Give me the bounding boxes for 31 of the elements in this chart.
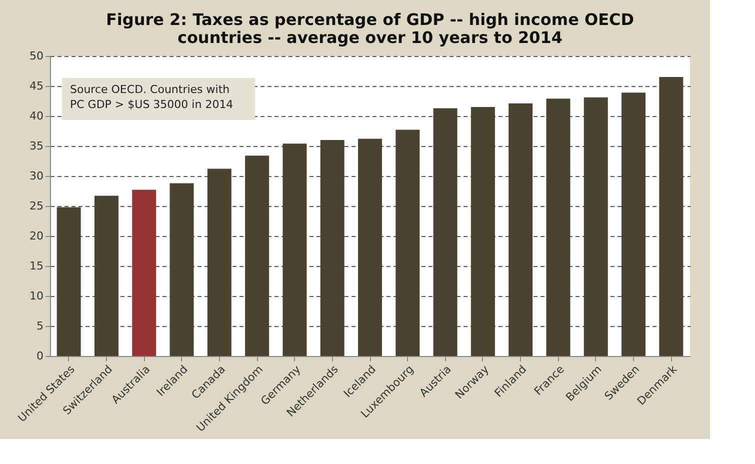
bar bbox=[132, 190, 156, 356]
y-tick-label: 35 bbox=[30, 140, 44, 152]
bar bbox=[207, 168, 232, 356]
bar bbox=[245, 156, 270, 356]
text: countries -- average over 10 years to 2014 bbox=[177, 28, 563, 47]
y-tick-label: 15 bbox=[30, 260, 44, 272]
bar bbox=[358, 138, 382, 356]
y-tick-label: 25 bbox=[30, 200, 44, 212]
bar bbox=[94, 196, 118, 356]
bar bbox=[396, 130, 420, 356]
annotation: Source OECD. Countries with PC GDP > $US 35000 in 2014 bbox=[70, 83, 234, 111]
y-tick-label: 45 bbox=[30, 80, 44, 92]
bar bbox=[56, 207, 81, 356]
bar bbox=[170, 183, 194, 356]
bar bbox=[282, 144, 307, 356]
bar bbox=[433, 108, 458, 356]
y-tick-label: 0 bbox=[36, 350, 44, 362]
y-tick-label: 40 bbox=[30, 110, 44, 122]
bar bbox=[659, 77, 684, 356]
bar bbox=[546, 98, 570, 356]
y-tick-label: 5 bbox=[36, 320, 44, 332]
bar bbox=[320, 140, 344, 356]
bar bbox=[508, 103, 533, 356]
y-tick-label: 10 bbox=[30, 290, 44, 302]
y-tick-label: 20 bbox=[30, 230, 44, 242]
text: Figure 2: Taxes as percentage of GDP -- high income OECD bbox=[106, 10, 634, 29]
bar bbox=[470, 107, 495, 356]
bar bbox=[622, 92, 646, 356]
bar bbox=[584, 97, 608, 356]
y-tick-label: 50 bbox=[30, 50, 44, 62]
y-tick-label: 30 bbox=[30, 170, 44, 182]
